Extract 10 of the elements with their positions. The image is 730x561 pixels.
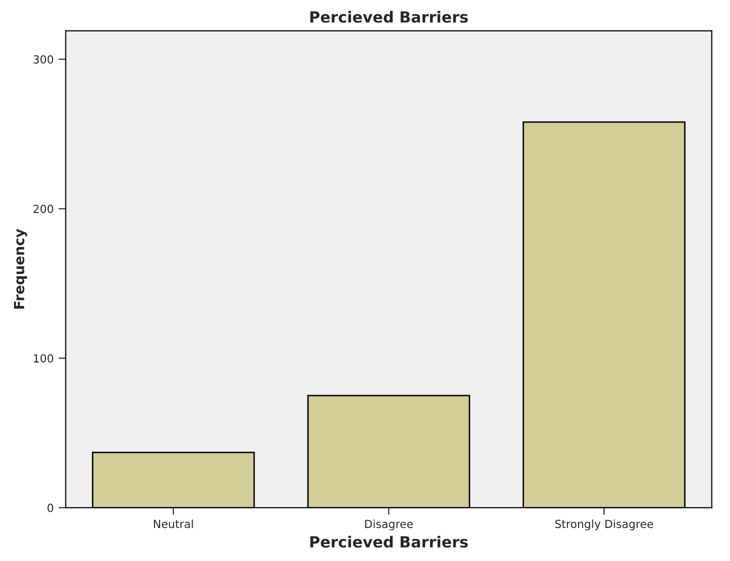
y-axis-title: Frequency bbox=[14, 228, 28, 309]
x-axis-title: Percieved Barriers bbox=[310, 536, 468, 548]
y-tick-label: 300 bbox=[34, 55, 54, 64]
x-tick-label: Disagree bbox=[365, 520, 413, 530]
y-tick-label: 0 bbox=[48, 504, 54, 512]
y-tick-label: 200 bbox=[34, 204, 54, 214]
y-tick-label: 100 bbox=[34, 354, 54, 363]
x-tick-label: Strongly Disagree bbox=[555, 520, 654, 530]
x-tick-label: Neutral bbox=[154, 520, 193, 528]
chart-title: Percieved Barriers bbox=[310, 10, 468, 23]
